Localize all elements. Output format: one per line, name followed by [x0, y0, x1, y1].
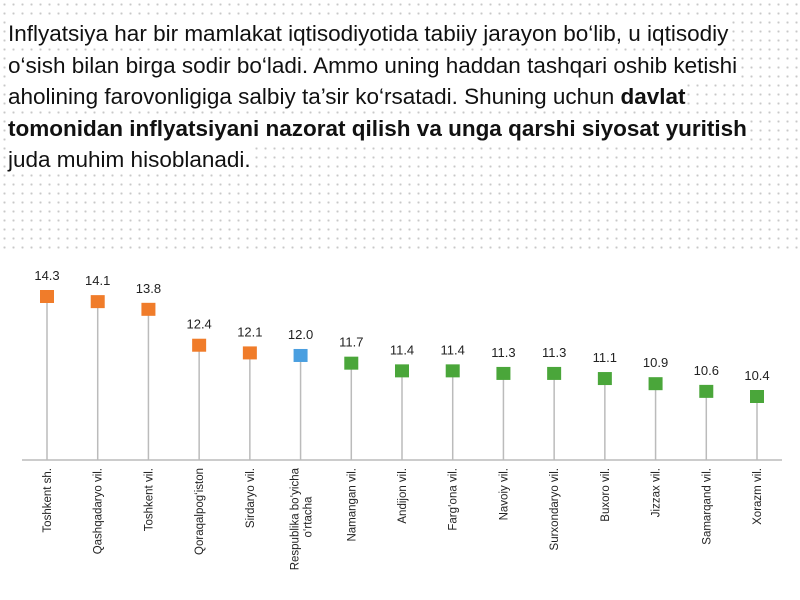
x-tick-label: Xorazm vil. — [752, 468, 764, 525]
x-tick-label: Samarqand vil. — [701, 468, 713, 545]
marker — [141, 302, 156, 316]
marker — [496, 366, 511, 380]
marker — [192, 338, 207, 352]
marker — [344, 356, 359, 370]
value-label: 13.8 — [136, 281, 161, 296]
value-label: 10.6 — [694, 363, 719, 378]
text: Inflyatsiya har bir mamlakat iqtisodiyot… — [8, 21, 738, 109]
x-tick-label: Respublika bo‘yichao‘rtacha — [290, 467, 315, 570]
x-tick-label: Toshkent vil. — [143, 468, 155, 531]
marker — [547, 366, 562, 380]
marker — [395, 364, 409, 378]
value-label: 11.4 — [441, 342, 465, 357]
value-label: 14.1 — [85, 273, 110, 288]
x-tick-label: Jizzax vil. — [651, 468, 663, 517]
marker — [750, 390, 764, 403]
paragraph: Inflyatsiya har bir mamlakat iqtisodiyot… — [8, 18, 778, 176]
marker — [90, 295, 105, 309]
value-label: 11.1 — [593, 350, 617, 365]
marker — [40, 290, 54, 303]
value-label: 14.3 — [34, 268, 59, 283]
value-label: 11.4 — [390, 342, 414, 357]
marker — [648, 377, 663, 391]
text: juda muhim hisoblanadi. — [8, 147, 251, 172]
value-label: 11.3 — [491, 345, 515, 360]
value-label: 12.1 — [237, 324, 262, 339]
x-tick-label: Farg‘ona vil. — [448, 468, 460, 531]
value-label: 10.9 — [643, 355, 668, 370]
marker — [597, 372, 612, 386]
x-tick-label: Buxoro vil. — [600, 468, 612, 522]
x-tick-label: Sirdaryo vil. — [245, 468, 257, 528]
x-tick-label: Toshkent sh. — [42, 468, 54, 533]
marker — [293, 348, 308, 362]
value-label: 11.7 — [339, 335, 363, 350]
value-label: 10.4 — [744, 368, 769, 383]
x-tick-label: Namangan vil. — [346, 468, 358, 542]
x-tick-label: Qoraqalpog‘iston — [194, 468, 206, 555]
x-tick-label: Qashqadaryo vil. — [93, 468, 105, 554]
value-label: 12.0 — [288, 327, 313, 342]
value-label: 11.3 — [542, 345, 566, 360]
value-label: 12.4 — [186, 317, 211, 332]
x-tick-label: Surxondaryo vil. — [549, 468, 561, 550]
x-tick-label: Navoiy vil. — [498, 468, 510, 520]
marker — [242, 346, 257, 360]
x-tick-label: Andijon vil. — [397, 468, 409, 524]
marker — [699, 384, 714, 398]
marker — [445, 364, 460, 378]
